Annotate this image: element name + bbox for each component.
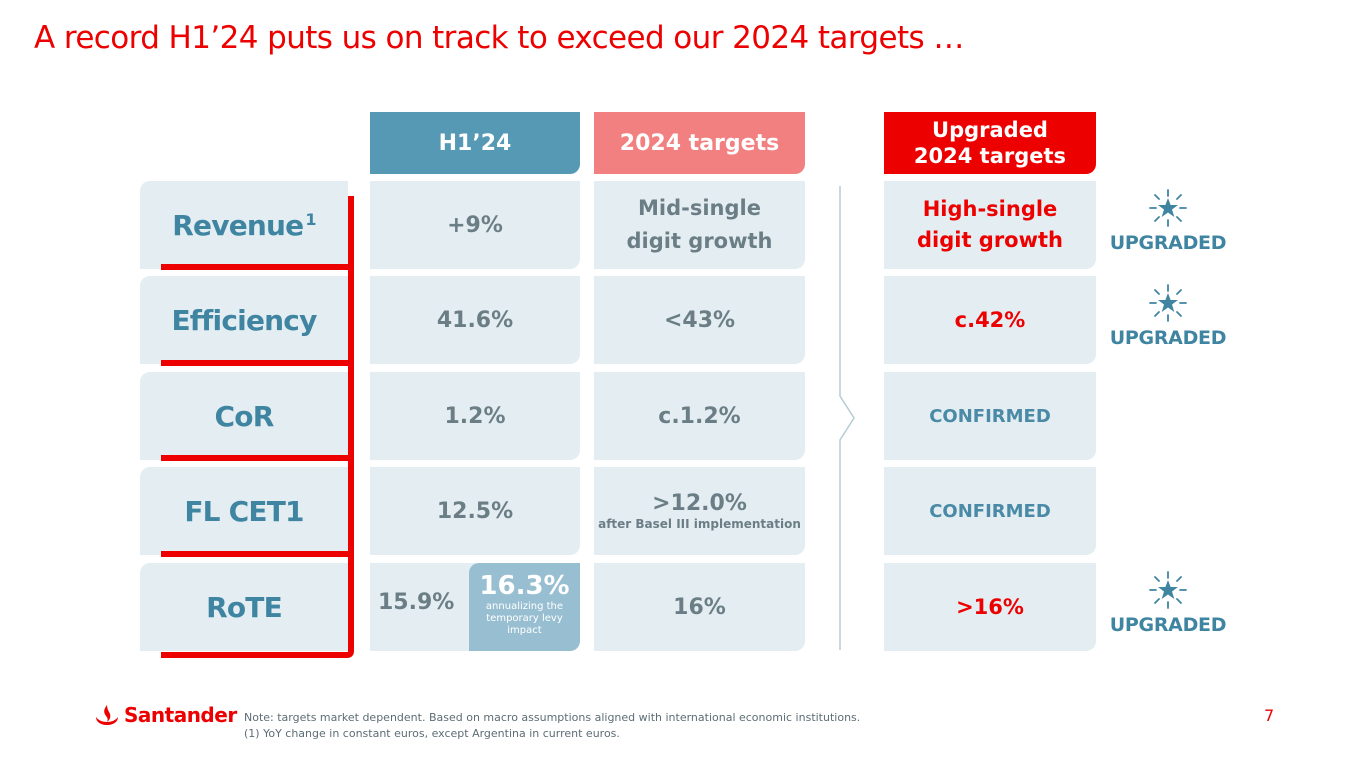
h1-cell-efficiency: 41.6% [370,276,580,364]
upgraded-badge-label: UPGRADED [1109,327,1227,349]
row-label-text: RoTE [206,590,283,624]
rote-adjusted-box: 16.3% annualizing the temporary levy imp… [469,563,580,651]
h1-value: 12.5% [436,498,514,524]
upgraded-badge-revenue: UPGRADED [1108,188,1228,254]
row-label-cor: CoR [140,372,348,460]
header-upgraded-targets: Upgraded 2024 targets [884,112,1096,174]
star-burst-icon [1149,189,1187,227]
row-label-text: CoR [214,399,275,433]
target-value: <43% [663,307,736,333]
upgraded-cell-cor: CONFIRMED [884,372,1096,460]
target-cell-cor: c.1.2% [594,372,805,460]
upgraded-cell-revenue: High-single digit growth [884,181,1096,269]
h1-value: 1.2% [444,403,506,429]
target-value: c.1.2% [658,403,741,429]
upgraded-cell-efficiency: c.42% [884,276,1096,364]
page-title: A record H1’24 puts us on track to excee… [34,20,964,56]
target-cell-efficiency: <43% [594,276,805,364]
h1-cell-revenue: +9% [370,181,580,269]
row-label-revenue: Revenue 1 [140,181,348,269]
header-upgraded-line1: Upgraded [932,118,1048,142]
target-value-line1: Mid-single [638,196,761,220]
h1-value: +9% [447,212,503,238]
header-2024-targets: 2024 targets [594,112,805,174]
h1-value-rote: 15.9% [378,590,455,615]
target-value: >12.0% [652,491,747,516]
upgraded-cell-fl-cet1: CONFIRMED [884,467,1096,555]
header-upgraded-line2: 2024 targets [913,144,1067,168]
upgraded-badge-efficiency: UPGRADED [1108,283,1228,349]
footnote-line1: Note: targets market dependent. Based on… [244,711,861,724]
star-burst-icon [1149,571,1187,609]
upgraded-badge-label: UPGRADED [1109,614,1227,636]
row-label-fl-cet1: FL CET1 [140,467,348,555]
header-h1-label: H1’24 [438,130,512,156]
footnote-line2: (1) YoY change in constant euros, except… [244,727,620,740]
page-number: 7 [1264,706,1275,725]
rote-adjusted-value: 16.3% [479,571,570,601]
target-cell-fl-cet1: >12.0% after Basel III implementation [594,467,805,555]
row-label-bracket [161,196,354,658]
row-label-rote: RoTE [140,563,348,651]
h1-cell-fl-cet1: 12.5% [370,467,580,555]
flame-logo-icon [96,705,118,725]
row-label-text: FL CET1 [184,494,304,528]
upgraded-value: c.42% [954,307,1026,332]
row-label-text: Revenue [172,208,304,242]
confirmed-label: CONFIRMED [929,500,1051,522]
footnote-marker: 1 [305,209,316,229]
upgraded-cell-rote: >16% [884,563,1096,651]
upgraded-value-line1: High-single [922,197,1058,221]
h1-value: 41.6% [436,307,514,333]
confirmed-label: CONFIRMED [929,405,1051,427]
rote-adjusted-note: annualizing the temporary levy impact [485,601,564,636]
row-label-text: Efficiency [171,303,317,337]
target-cell-rote: 16% [594,563,805,651]
target-note: after Basel III implementation [598,517,801,531]
target-cell-revenue: Mid-single digit growth [594,181,805,269]
upgraded-value: >16% [956,594,1024,619]
santander-logo: Santander [94,703,237,727]
upgraded-badge-rote: UPGRADED [1108,570,1228,636]
target-value-line2: digit growth [626,229,773,253]
logo-text: Santander [124,703,237,727]
upgraded-badge-label: UPGRADED [1109,232,1227,254]
h1-cell-cor: 1.2% [370,372,580,460]
upgraded-value-line2: digit growth [916,228,1063,252]
header-h1: H1’24 [370,112,580,174]
header-targets-label: 2024 targets [619,130,780,156]
target-value: 16% [673,594,726,620]
column-divider-chevron [839,186,855,650]
star-burst-icon [1149,284,1187,322]
row-label-efficiency: Efficiency [140,276,348,364]
footnote: Note: targets market dependent. Based on… [244,710,860,742]
